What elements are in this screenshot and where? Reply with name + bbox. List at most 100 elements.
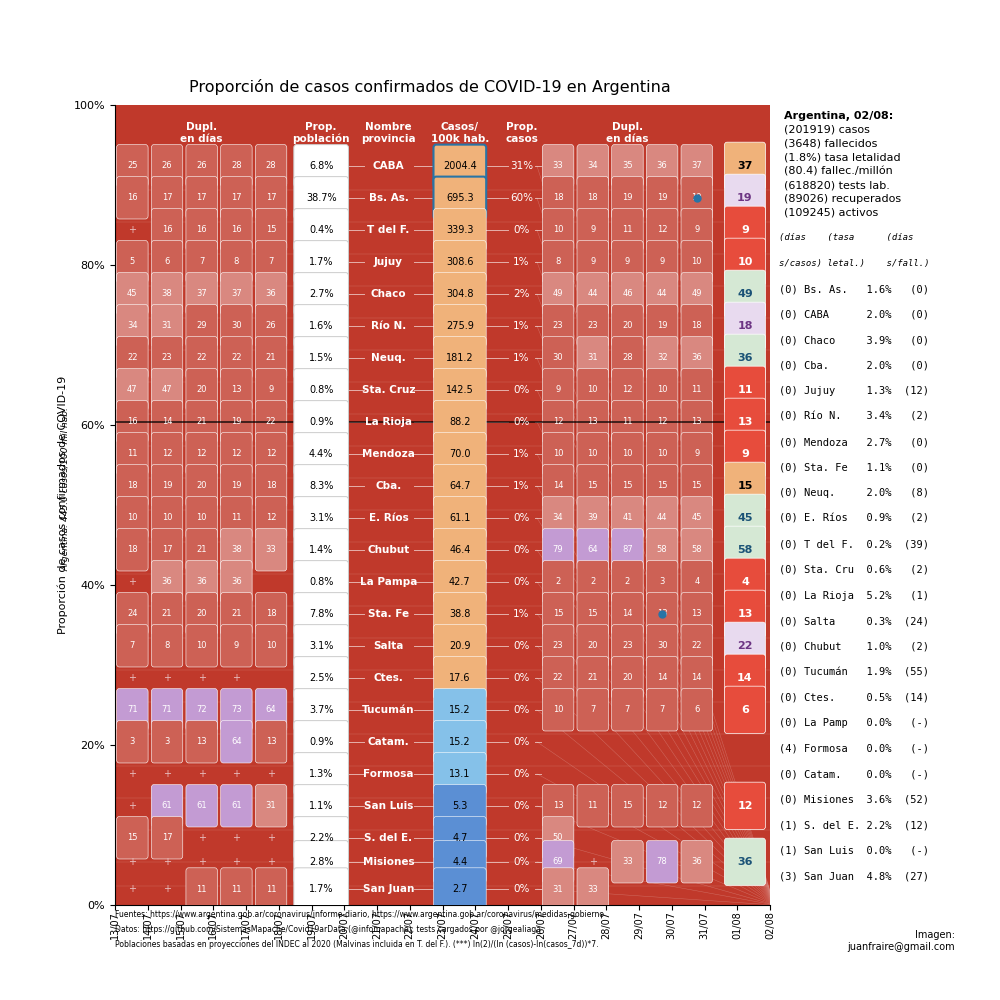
- Text: 7: 7: [268, 257, 274, 266]
- Text: 1%: 1%: [513, 449, 530, 459]
- Text: 275.9: 275.9: [446, 321, 474, 331]
- FancyBboxPatch shape: [186, 689, 217, 731]
- Text: 0%: 0%: [513, 801, 530, 811]
- Text: 33: 33: [553, 161, 563, 170]
- FancyBboxPatch shape: [294, 625, 348, 667]
- Text: 70.0: 70.0: [449, 449, 471, 459]
- Text: 42.7: 42.7: [449, 577, 471, 587]
- Text: 10: 10: [196, 641, 207, 650]
- FancyBboxPatch shape: [221, 209, 252, 251]
- Text: 14: 14: [553, 481, 563, 490]
- Text: s/casos) letal.)    s/fall.): s/casos) letal.) s/fall.): [779, 259, 930, 268]
- Text: 18: 18: [266, 481, 276, 490]
- Text: 21: 21: [196, 545, 207, 554]
- Text: 17.6: 17.6: [449, 673, 471, 683]
- FancyBboxPatch shape: [612, 561, 643, 603]
- Text: 31: 31: [162, 321, 172, 330]
- FancyBboxPatch shape: [117, 721, 148, 763]
- FancyBboxPatch shape: [646, 465, 678, 507]
- FancyBboxPatch shape: [151, 529, 183, 571]
- Text: 87: 87: [622, 545, 633, 554]
- Text: 45: 45: [127, 289, 138, 298]
- FancyBboxPatch shape: [433, 593, 486, 635]
- FancyBboxPatch shape: [294, 785, 348, 827]
- Text: 14: 14: [622, 609, 633, 618]
- FancyBboxPatch shape: [542, 593, 574, 635]
- Text: +: +: [128, 769, 136, 779]
- Text: 13: 13: [231, 385, 242, 394]
- Text: 10: 10: [196, 513, 207, 522]
- Text: S. del E.: S. del E.: [364, 833, 413, 843]
- FancyBboxPatch shape: [221, 593, 252, 635]
- Text: 17: 17: [162, 545, 172, 554]
- Text: 20: 20: [196, 609, 207, 618]
- Text: 1%: 1%: [513, 481, 530, 491]
- Text: Fuentes: https://www.argentina.gob.ar/coronavirus/informe-diario, https://www.ar: Fuentes: https://www.argentina.gob.ar/co…: [115, 910, 604, 919]
- Text: 0%: 0%: [513, 769, 530, 779]
- Text: 0%: 0%: [513, 417, 530, 427]
- Text: (1) S. del E. 2.2%  (12): (1) S. del E. 2.2% (12): [779, 820, 929, 830]
- Text: 1.1%: 1.1%: [309, 801, 333, 811]
- Text: +: +: [128, 225, 136, 235]
- FancyBboxPatch shape: [433, 305, 486, 347]
- FancyBboxPatch shape: [577, 785, 609, 827]
- FancyBboxPatch shape: [221, 561, 252, 603]
- FancyBboxPatch shape: [294, 177, 348, 219]
- Text: 88.2: 88.2: [449, 417, 471, 427]
- FancyBboxPatch shape: [186, 145, 217, 187]
- Text: 11: 11: [231, 884, 242, 894]
- Text: 19: 19: [657, 193, 667, 202]
- Text: (109245) activos: (109245) activos: [784, 208, 878, 218]
- FancyBboxPatch shape: [612, 241, 643, 283]
- Text: 1.3%: 1.3%: [309, 769, 333, 779]
- Text: 19: 19: [622, 193, 633, 202]
- Text: 11: 11: [588, 801, 598, 810]
- Text: 20: 20: [196, 385, 207, 394]
- Text: 308.6: 308.6: [446, 257, 474, 267]
- FancyBboxPatch shape: [681, 529, 713, 571]
- FancyBboxPatch shape: [151, 177, 183, 219]
- FancyBboxPatch shape: [186, 273, 217, 315]
- FancyBboxPatch shape: [255, 401, 287, 443]
- Text: 18: 18: [587, 193, 598, 202]
- Text: Tucumán: Tucumán: [362, 705, 415, 715]
- Text: (0) Salta     0.3%  (24): (0) Salta 0.3% (24): [779, 616, 929, 626]
- Text: Salta: Salta: [373, 641, 404, 651]
- Text: (0) Jujuy     1.3%  (12): (0) Jujuy 1.3% (12): [779, 386, 929, 396]
- FancyBboxPatch shape: [542, 785, 574, 827]
- FancyBboxPatch shape: [577, 305, 609, 347]
- FancyBboxPatch shape: [151, 593, 183, 635]
- Text: 50: 50: [553, 833, 563, 842]
- FancyBboxPatch shape: [612, 657, 643, 699]
- FancyBboxPatch shape: [724, 366, 766, 413]
- Text: 36: 36: [266, 289, 276, 298]
- FancyBboxPatch shape: [255, 145, 287, 187]
- Text: 0%: 0%: [513, 545, 530, 555]
- FancyBboxPatch shape: [577, 625, 609, 667]
- FancyBboxPatch shape: [255, 305, 287, 347]
- Text: 46: 46: [622, 289, 633, 298]
- FancyBboxPatch shape: [612, 529, 643, 571]
- FancyBboxPatch shape: [433, 817, 486, 859]
- Text: 17: 17: [266, 193, 276, 202]
- FancyBboxPatch shape: [577, 369, 609, 411]
- Text: 14: 14: [162, 417, 172, 426]
- Text: 15.2: 15.2: [449, 705, 471, 715]
- Text: 19: 19: [692, 193, 702, 202]
- Text: 44: 44: [657, 289, 667, 298]
- Text: 29: 29: [196, 321, 207, 330]
- FancyBboxPatch shape: [612, 337, 643, 379]
- Text: Sta. Cruz: Sta. Cruz: [362, 385, 415, 395]
- FancyBboxPatch shape: [681, 305, 713, 347]
- Text: 11: 11: [737, 385, 753, 395]
- FancyBboxPatch shape: [612, 177, 643, 219]
- FancyBboxPatch shape: [151, 241, 183, 283]
- Text: 20: 20: [588, 641, 598, 650]
- FancyBboxPatch shape: [433, 177, 486, 219]
- FancyBboxPatch shape: [542, 561, 574, 603]
- FancyBboxPatch shape: [294, 593, 348, 635]
- Text: 22: 22: [737, 641, 753, 651]
- Text: +: +: [232, 857, 240, 867]
- FancyBboxPatch shape: [255, 273, 287, 315]
- Text: 26: 26: [266, 321, 276, 330]
